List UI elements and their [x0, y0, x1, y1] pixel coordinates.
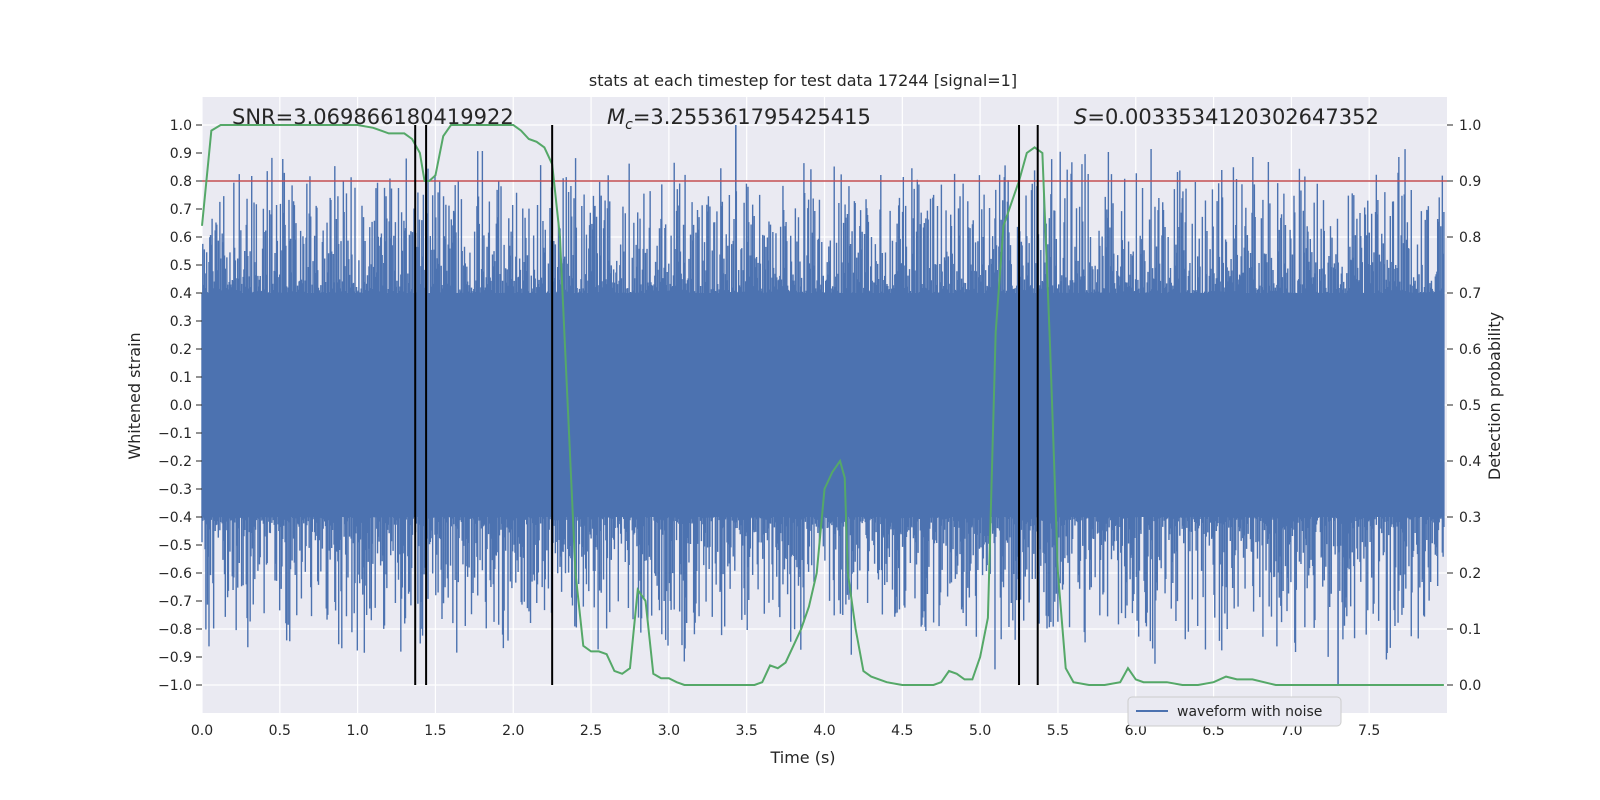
- x-tick-label-1: 0.5: [269, 723, 291, 739]
- y-tick-label-18: −0.8: [158, 622, 192, 638]
- chirp-mass-symbol: M: [607, 105, 625, 129]
- snr-annotation: SNR=3.069866180419922: [232, 105, 514, 129]
- y-right-tick-label-7: 0.3: [1459, 510, 1481, 526]
- y-right-tick-label-2: 0.8: [1459, 230, 1481, 246]
- x-tick-label-4: 2.0: [502, 723, 524, 739]
- y-tick-label-20: −1.0: [158, 678, 192, 694]
- y-tick-label-7: 0.3: [170, 314, 192, 330]
- x-tick-label-2: 1.0: [346, 723, 368, 739]
- strain-series: [201, 125, 1445, 685]
- chirp-mass-annotation: Mc=3.255361795425415: [607, 105, 871, 133]
- y-tick-label-8: 0.2: [170, 342, 192, 358]
- chirp-mass-subscript: c: [625, 117, 633, 133]
- vertical-markers: [414, 125, 1039, 685]
- y-tick-label-12: −0.2: [158, 454, 192, 470]
- legend-box: [1127, 696, 1342, 727]
- x-tick-label-3: 1.5: [424, 723, 446, 739]
- x-tick-label-15: 7.5: [1358, 723, 1380, 739]
- x-tick-label-12: 6.0: [1125, 723, 1147, 739]
- y-tick-label-4: 0.6: [170, 230, 192, 246]
- y-right-axis-label: Detection probability: [1485, 312, 1504, 480]
- y-tick-label-10: 0.0: [170, 398, 192, 414]
- y-right-tick-label-1: 0.9: [1459, 174, 1481, 190]
- y-tick-label-1: 0.9: [170, 146, 192, 162]
- probability-series: [201, 124, 1444, 686]
- y-right-tick-label-4: 0.6: [1459, 342, 1481, 358]
- chirp-mass-value: =3.255361795425415: [633, 105, 871, 129]
- x-tick-label-9: 4.5: [891, 723, 913, 739]
- legend: waveform with noise: [1127, 696, 1342, 727]
- y-right-tick-label-0: 1.0: [1459, 118, 1481, 134]
- y-right-axis-ticks: 1.0 0.9 0.8 0.7 0.6 0.5 0.4 0.3 0.2 0.1 0.0: [1447, 118, 1481, 694]
- legend-label: waveform with noise: [1177, 704, 1322, 720]
- x-tick-label-13: 6.5: [1202, 723, 1224, 739]
- y-right-tick-label-10: 0.0: [1459, 678, 1481, 694]
- y-right-tick-label-6: 0.4: [1459, 454, 1481, 470]
- strain-line: [201, 149, 1445, 670]
- y-tick-label-2: 0.8: [170, 174, 192, 190]
- y-tick-label-3: 0.7: [170, 202, 192, 218]
- y-tick-label-5: 0.5: [170, 258, 192, 274]
- y-tick-label-14: −0.4: [158, 510, 192, 526]
- x-tick-label-10: 5.0: [969, 723, 991, 739]
- x-tick-label-5: 2.5: [580, 723, 602, 739]
- y-tick-label-9: 0.1: [170, 370, 192, 386]
- y-right-tick-label-8: 0.2: [1459, 566, 1481, 582]
- x-axis-label: Time (s): [769, 748, 835, 767]
- y-tick-label-16: −0.6: [158, 566, 192, 582]
- y-tick-label-15: −0.5: [158, 538, 192, 554]
- y-right-tick-label-9: 0.1: [1459, 622, 1481, 638]
- y-tick-label-0: 1.0: [170, 118, 192, 134]
- y-axis-label: Whitened strain: [125, 332, 144, 459]
- x-axis-ticks: 0.0 0.5 1.0 1.5 2.0 2.5 3.0 3.5 4.0 4.5 5.0 5.5 6.0 6…: [191, 723, 1380, 739]
- x-tick-label-14: 7.0: [1280, 723, 1302, 739]
- y-tick-label-6: 0.4: [170, 286, 192, 302]
- y-tick-label-17: −0.7: [158, 594, 192, 610]
- x-tick-label-6: 3.0: [658, 723, 680, 739]
- y-right-tick-label-3: 0.7: [1459, 286, 1481, 302]
- chart-title: stats at each timestep for test data 172…: [589, 71, 1017, 90]
- s-symbol: S: [1074, 105, 1087, 129]
- y-tick-label-11: −0.1: [158, 426, 192, 442]
- y-tick-label-13: −0.3: [158, 482, 192, 498]
- x-tick-label-8: 4.0: [813, 723, 835, 739]
- y-axis-ticks: 1.0 0.9 0.8 0.7 0.6 0.5 0.4 0.3 0.2 0.1 0.0 −0.1 −0.…: [158, 118, 202, 694]
- x-tick-label-0: 0.0: [191, 723, 213, 739]
- s-value: =0.0033534120302647352: [1087, 105, 1379, 129]
- x-tick-label-7: 3.5: [736, 723, 758, 739]
- x-tick-label-11: 5.5: [1047, 723, 1069, 739]
- y-right-tick-label-5: 0.5: [1459, 398, 1481, 414]
- s-annotation: S=0.0033534120302647352: [1074, 105, 1379, 129]
- probability-line: [201, 124, 1444, 686]
- y-tick-label-19: −0.9: [158, 650, 192, 666]
